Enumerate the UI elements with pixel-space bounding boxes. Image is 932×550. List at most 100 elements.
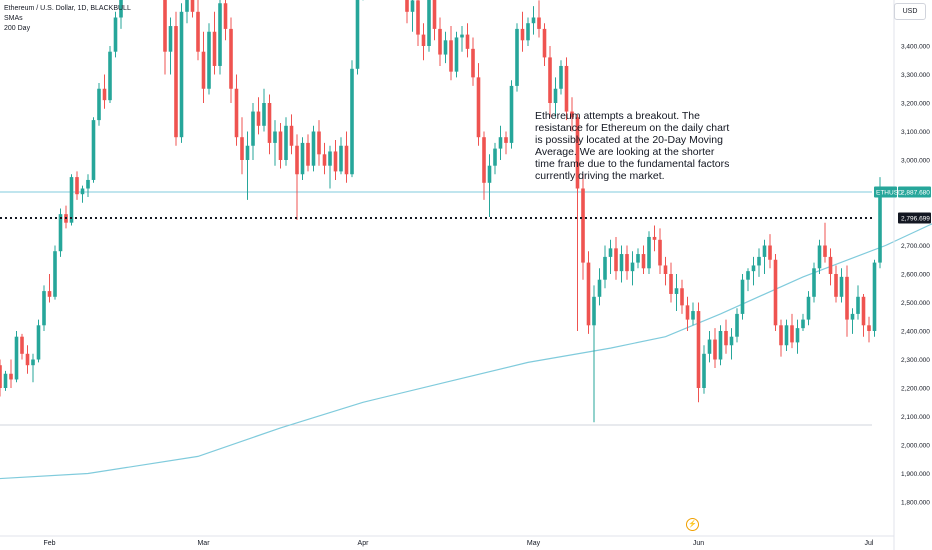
- candle-down: [504, 131, 508, 155]
- price-tick-label: 2,600.000: [901, 272, 930, 279]
- candle-down: [317, 120, 321, 166]
- candle-up: [762, 239, 767, 274]
- candle-body: [713, 339, 717, 360]
- candle-body: [823, 245, 827, 257]
- candle-up: [795, 319, 800, 354]
- candle-body: [163, 0, 167, 52]
- candle-body: [509, 85, 514, 143]
- time-tick-label: Jul: [865, 540, 874, 547]
- candle-down: [229, 17, 233, 103]
- candle-up: [746, 268, 750, 292]
- candle-down: [570, 97, 574, 132]
- candle-up: [636, 248, 640, 269]
- candle-body: [597, 279, 602, 297]
- candle-up: [515, 23, 519, 92]
- candle-body: [476, 77, 481, 138]
- candle-body: [42, 291, 46, 326]
- chart-legend: Ethereum / U.S. Dollar, 1D, BLACKBULL SM…: [4, 4, 131, 34]
- candle-body: [251, 111, 255, 146]
- lightning-icon[interactable]: ⚡: [686, 518, 699, 531]
- candle-up: [460, 26, 464, 52]
- candle-down: [680, 279, 684, 314]
- candle-body: [702, 353, 706, 388]
- overlays: [0, 216, 872, 219]
- candle-body: [20, 336, 24, 354]
- candle-body: [317, 131, 321, 155]
- candle-body: [586, 262, 591, 326]
- candle-body: [416, 0, 420, 35]
- candle-body: [647, 236, 651, 269]
- candle-up: [251, 103, 255, 160]
- currency-button[interactable]: USD: [894, 3, 926, 20]
- time-tick-label: Feb: [43, 540, 55, 547]
- candle-down: [163, 0, 167, 75]
- candle-down: [278, 122, 283, 169]
- candle-up: [707, 331, 712, 363]
- candle-down: [196, 0, 200, 61]
- price-tick-label: 2,300.000: [901, 357, 930, 364]
- candle-body: [548, 57, 552, 103]
- price-tick-label: 2,100.000: [901, 414, 930, 421]
- candle-body: [344, 145, 349, 175]
- candle-body: [25, 353, 30, 366]
- candle-up: [647, 231, 651, 274]
- candle-body: [113, 17, 118, 52]
- candle-down: [779, 319, 783, 357]
- candle-body: [229, 28, 233, 89]
- candle-up: [498, 125, 503, 160]
- candle-body: [504, 137, 508, 143]
- candle-up: [350, 60, 354, 178]
- candle-body: [262, 103, 266, 126]
- price-tick-label: 3,400.000: [901, 44, 930, 51]
- candle-body: [850, 313, 855, 320]
- candle-body: [625, 254, 629, 272]
- candle-down: [289, 114, 294, 155]
- candle-body: [465, 34, 470, 49]
- candle-body: [575, 117, 580, 189]
- candle-body: [537, 17, 541, 29]
- candle-body: [256, 111, 261, 126]
- candle-up: [619, 245, 624, 283]
- support-tag: 2,796.699: [901, 215, 930, 222]
- candle-down: [867, 316, 871, 343]
- candle-body: [839, 276, 844, 297]
- candle-down: [834, 265, 838, 303]
- candle-up: [757, 248, 761, 277]
- candle-body: [542, 28, 547, 58]
- candle-down: [333, 140, 338, 180]
- candle-up: [273, 120, 277, 166]
- candle-up: [42, 285, 46, 331]
- grid: [0, 191, 872, 426]
- candle-body: [0, 365, 2, 388]
- candle-body: [212, 31, 217, 66]
- candle-body: [47, 291, 52, 297]
- candle-up: [218, 0, 222, 75]
- candle-up: [691, 302, 695, 326]
- candle-down: [685, 296, 690, 331]
- candle-body: [707, 339, 712, 354]
- candle-body: [482, 137, 486, 183]
- candle-body: [333, 151, 338, 172]
- candle-up: [97, 83, 101, 126]
- candle-down: [828, 248, 833, 286]
- candle-body: [339, 145, 343, 172]
- candle-down: [9, 359, 13, 388]
- candle-up: [729, 328, 734, 360]
- candle-body: [779, 325, 783, 346]
- candle-body: [592, 296, 596, 326]
- candle-up: [487, 154, 492, 217]
- candle-down: [696, 302, 701, 403]
- price-axis[interactable]: 1,800.000 1,900.000 2,000.000 2,100.000 2,20…: [874, 0, 931, 550]
- candle-body: [740, 279, 745, 314]
- candle-body: [295, 145, 299, 175]
- time-axis[interactable]: FebMarAprMayJunJul15Aug15Sep16Oct15Nov15…: [0, 535, 932, 547]
- candle-body: [559, 65, 563, 89]
- candle-up: [630, 251, 635, 286]
- candle-down: [256, 97, 261, 135]
- candle-up: [3, 370, 8, 391]
- candle-down: [773, 254, 778, 331]
- candle-body: [86, 179, 90, 189]
- candle-body: [460, 34, 464, 38]
- candle-body: [350, 68, 354, 175]
